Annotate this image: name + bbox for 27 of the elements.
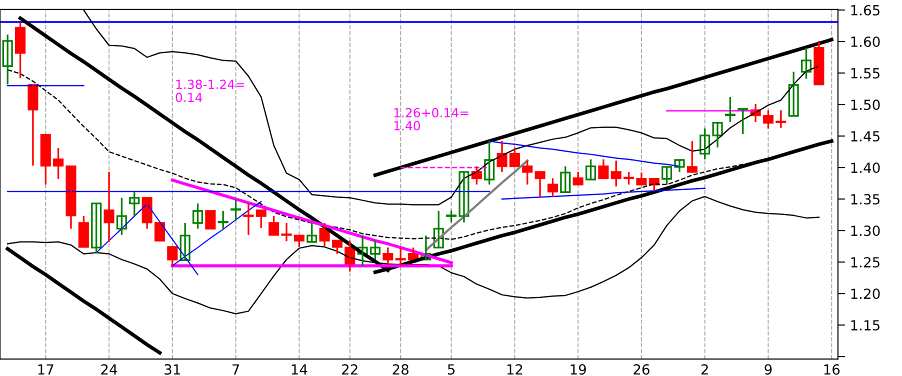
y-tick-label: 1.35: [851, 194, 880, 205]
y-tick-label: 1.15: [851, 320, 880, 331]
y-tick-label: 1.50: [851, 100, 880, 110]
x-tick-label: 19: [570, 364, 586, 375]
y-tick-label: 1.55: [851, 68, 880, 79]
x-tick-label: 16: [824, 364, 840, 375]
x-tick-label: 5: [448, 364, 455, 375]
x-tick-label: 31: [164, 364, 180, 375]
y-tick-label: 1.60: [851, 36, 880, 48]
annotation: 1.26+0.14= 1.40: [394, 108, 468, 130]
y-tick-label: 1.65: [851, 5, 880, 16]
x-tick-label: 17: [38, 364, 54, 374]
y-tick-label: 1.30: [851, 226, 880, 236]
x-tick-label: 14: [292, 364, 308, 374]
x-tick-label: 12: [507, 364, 522, 374]
x-tick-label: 22: [342, 364, 358, 374]
x-tick-label: 2: [701, 364, 708, 374]
y-tick-label: 1.45: [851, 131, 880, 142]
y-tick-label: 1.40: [851, 162, 880, 174]
x-tick-label: 7: [232, 364, 240, 374]
annotation: 1.38-1.24= 0.14: [176, 80, 244, 102]
y-tick-label: 1.20: [851, 288, 880, 300]
x-tick-label: 26: [634, 364, 650, 375]
x-tick-label: 9: [764, 364, 772, 375]
x-tick-label: 28: [392, 364, 408, 375]
x-tick-label: 24: [101, 364, 118, 374]
y-tick-label: 1.25: [851, 257, 880, 268]
